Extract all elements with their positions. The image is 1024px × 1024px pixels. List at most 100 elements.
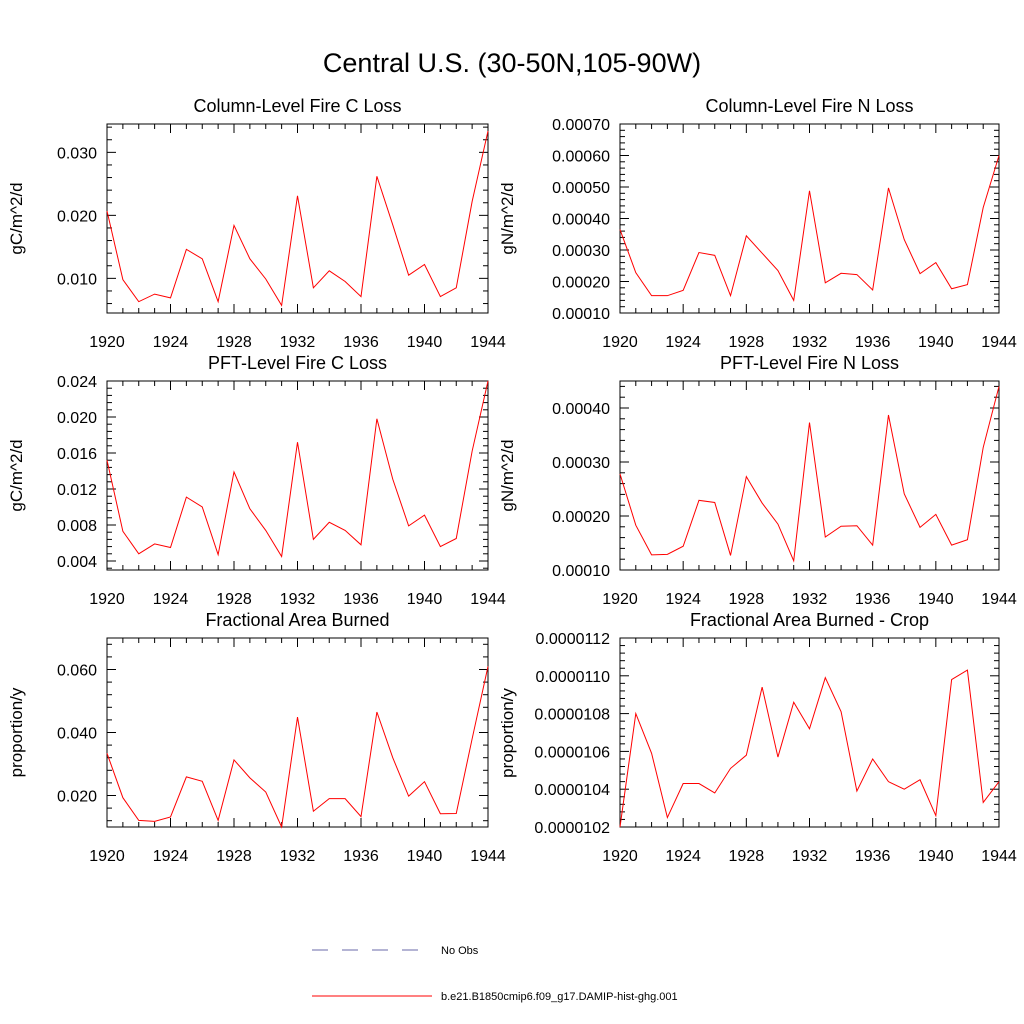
plot-frame [106,637,489,828]
y-axis-label: proportion/y [498,688,517,778]
x-tick-label: 1924 [665,848,701,865]
plot-frame [106,380,489,571]
x-tick-label: 1936 [343,334,379,351]
series-line [619,669,1000,828]
y-tick-label: 0.0000104 [534,782,610,799]
panel-title: PFT-Level Fire C Loss [208,353,387,373]
y-tick-label: 0.020 [57,410,97,427]
plot-frame [619,123,1000,314]
y-tick-label: 0.016 [57,446,97,463]
x-tick-label: 1928 [729,848,765,865]
panel-title: Fractional Area Burned [205,610,389,630]
y-axis-label: gN/m^2/d [498,439,517,511]
series-line [106,666,489,829]
series-line [106,380,489,558]
y-tick-label: 0.010 [57,271,97,288]
main-title: Central U.S. (30-50N,105-90W) [322,48,702,78]
y-tick-label: 0.00010 [552,563,610,580]
x-tick-label: 1932 [792,591,828,608]
x-tick-label: 1936 [855,334,891,351]
x-tick-label: 1920 [602,334,638,351]
x-tick-label: 1940 [918,848,954,865]
x-tick-label: 1928 [729,591,765,608]
y-tick-label: 0.012 [57,482,97,499]
y-tick-label: 0.0000110 [536,669,611,686]
y-axis-label: proportion/y [7,687,26,777]
x-tick-label: 1924 [665,591,701,608]
x-tick-label: 1920 [89,848,125,865]
x-tick-label: 1924 [153,848,189,865]
x-tick-label: 1924 [153,334,189,351]
x-tick-label: 1944 [470,334,506,351]
panel-pft-fire-n-loss: 1920 1924 1928 1932 1936 1940 1944 0.00010 0.000… [498,353,1017,608]
x-tick-label: 1920 [602,591,638,608]
series-line [619,386,1000,563]
y-tick-label: 0.020 [57,208,97,225]
x-tick-label: 1944 [981,848,1017,865]
x-tick-label: 1932 [792,334,828,351]
x-tick-label: 1932 [280,591,316,608]
x-tick-label: 1936 [855,591,891,608]
x-tick-label: 1924 [665,334,701,351]
y-tick-label: 0.00040 [552,401,610,418]
y-tick-label: 0.004 [57,554,97,571]
x-tick-label: 1936 [855,848,891,865]
y-tick-label: 0.024 [57,374,97,391]
x-tick-label: 1940 [407,591,443,608]
x-tick-label: 1936 [343,848,379,865]
x-tick-label: 1940 [407,334,443,351]
x-tick-label: 1928 [216,848,252,865]
y-tick-label: 0.020 [57,789,97,806]
panel-title: PFT-Level Fire N Loss [720,353,899,373]
x-tick-label: 1928 [216,591,252,608]
x-tick-label: 1940 [407,848,443,865]
x-tick-label: 1940 [918,591,954,608]
panel-column-fire-n-loss: 1920 1924 1928 1932 1936 1940 1944 0.00010 0.000… [498,96,1017,351]
x-tick-label: 1932 [280,848,316,865]
x-tick-label: 1932 [792,848,828,865]
legend: No Obs b.e21.B1850cmip6.f09_g17.DAMIP-hi… [312,945,678,1003]
x-tick-label: 1944 [981,334,1017,351]
y-tick-label: 0.00030 [552,455,610,472]
panel-fractional-area-burned-crop: 1920 1924 1928 1932 1936 1940 1944 0.0000102 0.0… [498,610,1017,865]
x-tick-label: 1920 [89,334,125,351]
plot-frame [619,637,1000,828]
x-tick-label: 1944 [470,848,506,865]
y-tick-label: 0.040 [57,726,97,743]
y-tick-label: 0.00060 [552,149,610,166]
y-tick-label: 0.00020 [552,509,610,526]
y-tick-label: 0.00050 [552,180,610,197]
legend-label-no-obs: No Obs [441,945,479,957]
x-tick-label: 1928 [729,334,765,351]
panel-pft-fire-c-loss: 1920 1924 1928 1932 1936 1940 1944 0.004 0.008 0.… [7,353,506,608]
y-tick-label: 0.0000112 [536,631,611,648]
y-tick-label: 0.030 [57,145,97,162]
y-axis-label: gN/m^2/d [498,182,517,254]
legend-label-model: b.e21.B1850cmip6.f09_g17.DAMIP-hist-ghg.… [441,991,678,1003]
y-tick-label: 0.0000108 [534,707,610,724]
x-tick-label: 1924 [153,591,189,608]
panel-title: Column-Level Fire C Loss [193,96,401,116]
x-tick-label: 1944 [981,591,1017,608]
y-tick-label: 0.0000106 [534,744,610,761]
y-axis-label: gC/m^2/d [7,439,26,511]
y-tick-label: 0.060 [57,663,97,680]
y-tick-label: 0.00040 [552,212,610,229]
series-line [619,155,1000,302]
panel-title: Column-Level Fire N Loss [705,96,913,116]
series-line [106,130,489,307]
x-tick-label: 1920 [602,848,638,865]
plot-frame [106,123,489,314]
y-tick-label: 0.00030 [552,243,610,260]
panel-title: Fractional Area Burned - Crop [690,610,929,630]
y-tick-label: 0.00070 [552,117,610,134]
panel-column-fire-c-loss: 1920 1924 1928 1932 1936 1940 1944 0.010 0.020 0.… [7,96,506,351]
x-tick-label: 1928 [216,334,252,351]
y-axis-label: gC/m^2/d [7,182,26,254]
y-tick-label: 0.0000102 [534,820,610,837]
x-tick-label: 1932 [280,334,316,351]
x-tick-label: 1920 [89,591,125,608]
x-tick-label: 1944 [470,591,506,608]
x-tick-label: 1936 [343,591,379,608]
